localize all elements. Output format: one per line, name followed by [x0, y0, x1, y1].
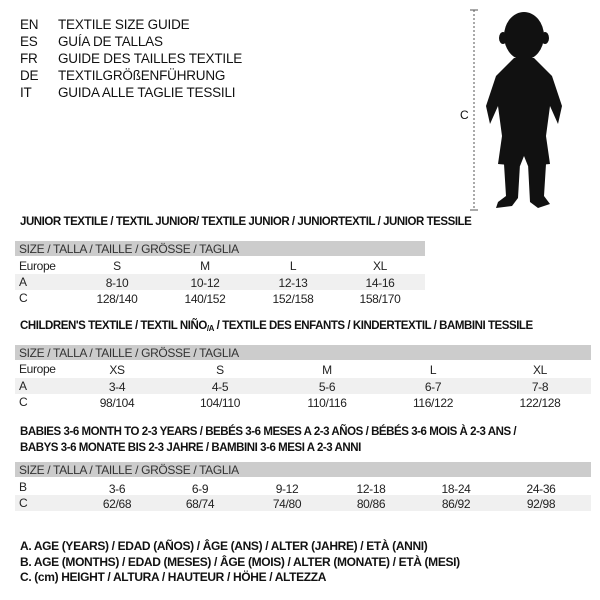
table-cell: S	[113, 259, 121, 273]
table-cell: 5-6	[318, 380, 336, 394]
table-cell: 12-13	[278, 276, 308, 290]
table-cell: 18-24	[441, 482, 471, 496]
lang-code: IT	[20, 85, 32, 100]
table-cell: 68/74	[185, 497, 215, 511]
table-cell: 62/68	[102, 497, 132, 511]
table-cell: 116/122	[412, 396, 454, 410]
size-header-band	[15, 241, 425, 256]
lang-code: ES	[20, 34, 38, 49]
table-cell: 10-12	[190, 276, 220, 290]
row-shade	[15, 274, 425, 290]
table-cell: L	[289, 259, 297, 273]
legend-item: B. AGE (MONTHS) / EDAD (MESES) / ÂGE (MO…	[20, 555, 460, 569]
lang-title: TEXTILE SIZE GUIDE	[58, 17, 190, 32]
table-cell: 98/104	[99, 396, 135, 410]
table-cell: 14-16	[365, 276, 395, 290]
table-cell: 74/80	[272, 497, 302, 511]
children-title-part: CHILDREN'S TEXTILE / TEXTIL NIÑO	[20, 320, 207, 332]
table-cell: 12-18	[356, 482, 386, 496]
table-cell: S	[216, 363, 224, 377]
table-cell: 6-7	[424, 380, 442, 394]
lang-title: GUÍA DE TALLAS	[58, 34, 163, 49]
size-header-band	[15, 345, 591, 360]
size-header: SIZE / TALLA / TAILLE / GRÖSSE / TAGLIA	[19, 242, 239, 256]
table-cell: XS	[109, 363, 125, 377]
table-cell: 3-4	[108, 380, 126, 394]
row-label: B	[19, 480, 27, 494]
row-shade	[15, 378, 591, 394]
children-title-sub: /A	[206, 324, 215, 333]
children-title-part: / TEXTILE DES ENFANTS / KINDERTEXTIL / B…	[213, 320, 534, 332]
table-cell: 86/92	[441, 497, 471, 511]
table-cell: 9-12	[275, 482, 299, 496]
babies-title-line1: BABIES 3-6 MONTH TO 2-3 YEARS / BEBÉS 3-…	[20, 426, 517, 438]
table-cell: 140/152	[184, 292, 226, 306]
row-label: C	[19, 291, 28, 305]
row-shade	[15, 495, 591, 511]
row-label: A	[19, 379, 27, 393]
junior-title: JUNIOR TEXTILE / TEXTIL JUNIOR/ TEXTILE …	[20, 216, 472, 228]
table-cell: 92/98	[526, 497, 556, 511]
table-cell: 7-8	[531, 380, 549, 394]
table-cell: M	[322, 363, 332, 377]
lang-title: GUIDE DES TAILLES TEXTILE	[58, 51, 243, 66]
children-title: CHILDREN'S TEXTILE / TEXTIL NIÑO/A / TEX…	[20, 319, 533, 336]
lang-title: GUIDA ALLE TAGLIE TESSILI	[58, 85, 236, 100]
babies-title-line2: BABYS 3-6 MONATE BIS 2-3 JAHRE / BAMBINI…	[20, 442, 361, 454]
table-cell: 110/116	[307, 396, 347, 410]
table-cell: 128/140	[96, 292, 138, 306]
table-cell: 8-10	[105, 276, 129, 290]
lang-code: EN	[20, 17, 39, 32]
table-cell: 122/128	[519, 396, 561, 410]
lang-title: TEXTILGRÖßENFÜHRUNG	[58, 68, 226, 83]
table-cell: 3-6	[108, 482, 126, 496]
table-cell: XL	[373, 259, 387, 273]
table-cell: 4-5	[211, 380, 229, 394]
size-header-band	[15, 462, 591, 477]
table-cell: M	[200, 259, 210, 273]
size-header: SIZE / TALLA / TAILLE / GRÖSSE / TAGLIA	[19, 346, 239, 360]
legend-item: C. (cm) HEIGHT / ALTURA / HAUTEUR / HÖHE…	[20, 570, 327, 584]
row-label: Europe	[19, 362, 56, 376]
row-label: C	[19, 395, 28, 409]
row-label: A	[19, 275, 27, 289]
lang-code: DE	[20, 68, 39, 83]
row-label: C	[19, 496, 28, 510]
table-cell: 158/170	[359, 292, 401, 306]
table-cell: 104/110	[199, 396, 241, 410]
child-silhouette-icon	[470, 9, 562, 211]
table-cell: 152/158	[272, 292, 314, 306]
table-cell: 24-36	[526, 482, 556, 496]
row-label: Europe	[19, 259, 56, 273]
lang-code: FR	[20, 51, 38, 66]
table-cell: L	[429, 363, 437, 377]
table-cell: 6-9	[191, 482, 209, 496]
table-cell: XL	[533, 363, 547, 377]
table-cell: 80/86	[356, 497, 386, 511]
size-header: SIZE / TALLA / TAILLE / GRÖSSE / TAGLIA	[19, 463, 239, 477]
measure-label: C	[460, 108, 469, 122]
legend-item: A. AGE (YEARS) / EDAD (AÑOS) / ÂGE (ANS)…	[20, 539, 428, 553]
